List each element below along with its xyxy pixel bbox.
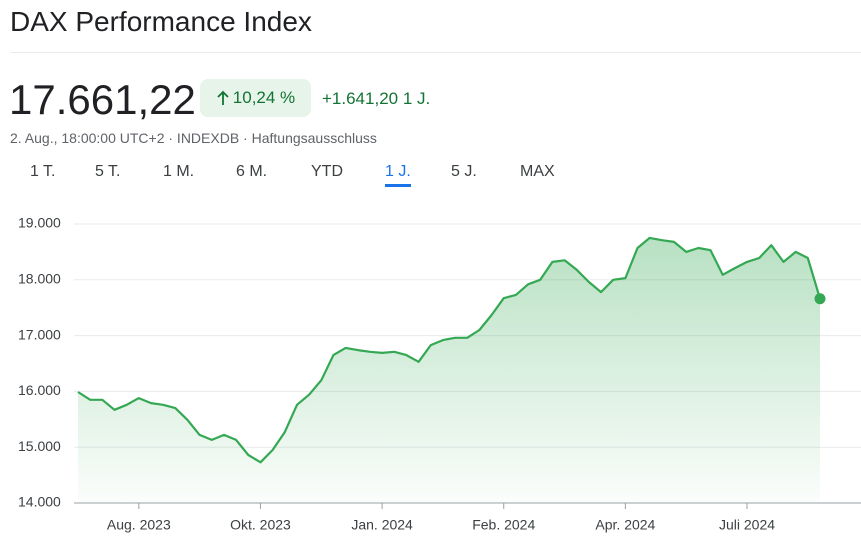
end-point bbox=[814, 293, 826, 305]
y-tick-label: 19.000 bbox=[18, 215, 61, 231]
range-tab[interactable]: 5 J. bbox=[451, 163, 477, 180]
range-tab[interactable]: 5 T. bbox=[95, 163, 121, 180]
change-abs: +1.641,20 bbox=[322, 89, 399, 108]
range-tab[interactable]: 6 M. bbox=[236, 163, 268, 180]
area bbox=[78, 237, 820, 503]
y-tick-label: 18.000 bbox=[18, 271, 61, 287]
x-tick-label: Jan. 2024 bbox=[351, 517, 413, 533]
price: 17.661,22 bbox=[9, 76, 196, 123]
y-tick-label: 14.000 bbox=[18, 494, 61, 510]
range-tab[interactable]: YTD bbox=[311, 163, 343, 180]
range-tab[interactable]: 1 T. bbox=[30, 163, 56, 180]
y-tick-label: 17.000 bbox=[18, 326, 61, 342]
change-badge: 10,24 % bbox=[200, 79, 311, 117]
y-tick-label: 15.000 bbox=[18, 438, 61, 454]
up-arrow bbox=[217, 90, 229, 105]
title: DAX Performance Index bbox=[10, 6, 312, 37]
x-tick-label: Apr. 2024 bbox=[595, 517, 655, 533]
range-tab[interactable]: MAX bbox=[520, 163, 555, 180]
subtitle: 2. Aug., 18:00:00 UTC+2 · INDEXDB · Haft… bbox=[10, 130, 377, 146]
x-tick-label: Juli 2024 bbox=[719, 517, 775, 533]
range-tab[interactable]: 1 M. bbox=[163, 163, 195, 180]
change: +1.641,20 1 J. bbox=[322, 89, 430, 109]
y-tick-label: 16.000 bbox=[18, 382, 61, 398]
x-tick-label: Feb. 2024 bbox=[472, 517, 535, 533]
change-percent: 10,24 % bbox=[232, 88, 296, 107]
separator bbox=[10, 52, 861, 53]
x-tick-label: Okt. 2023 bbox=[230, 517, 291, 533]
line bbox=[77, 236, 822, 464]
range-tab[interactable]: 1 J. bbox=[385, 163, 411, 187]
change-period: 1 J. bbox=[402, 89, 431, 108]
x-tick-label: Aug. 2023 bbox=[107, 517, 171, 533]
